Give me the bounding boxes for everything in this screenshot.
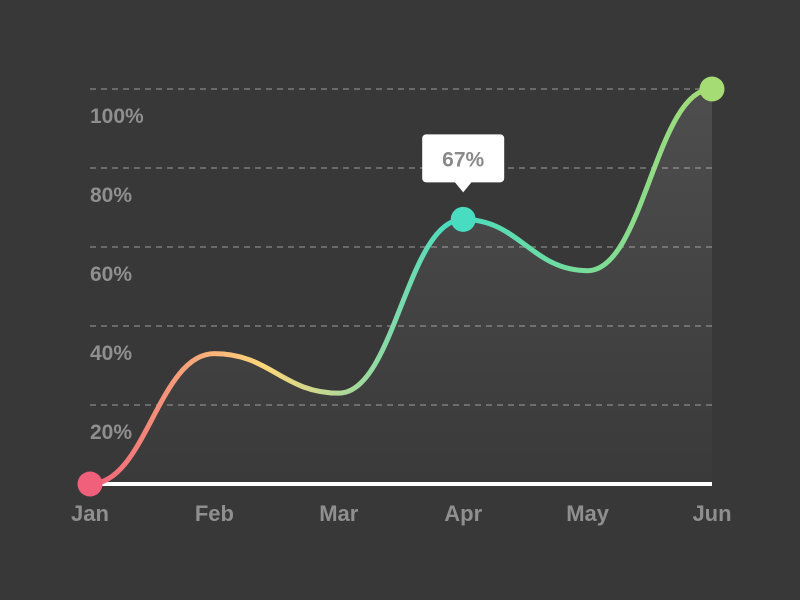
point-jun [699, 76, 725, 102]
x-axis-ticks: Jan Feb Mar Apr May Jun [71, 501, 732, 526]
series-line [87, 86, 715, 487]
tooltip-arrow [454, 181, 473, 193]
x-tick-label: Jan [71, 501, 109, 526]
y-axis-ticks: 20% 40% 60% 80% 100% [90, 105, 144, 444]
y-tick-label: 60% [90, 263, 132, 286]
x-tick-label: May [566, 501, 610, 526]
x-tick-label: Mar [319, 501, 359, 526]
x-tick-label: Jun [692, 501, 731, 526]
point-apr [450, 206, 476, 232]
y-tick-label: 80% [90, 184, 132, 207]
data-points [77, 76, 725, 497]
y-tick-label: 100% [90, 105, 144, 128]
y-tick-label: 40% [90, 342, 132, 365]
x-tick-label: Apr [444, 501, 482, 526]
x-tick-label: Feb [195, 501, 234, 526]
tooltip-box [422, 134, 505, 183]
area-fill [90, 89, 712, 484]
tooltip-label: 67% [442, 148, 484, 171]
y-tick-label: 20% [90, 421, 132, 444]
tooltip: 67% [422, 134, 505, 193]
point-jan [77, 471, 103, 497]
